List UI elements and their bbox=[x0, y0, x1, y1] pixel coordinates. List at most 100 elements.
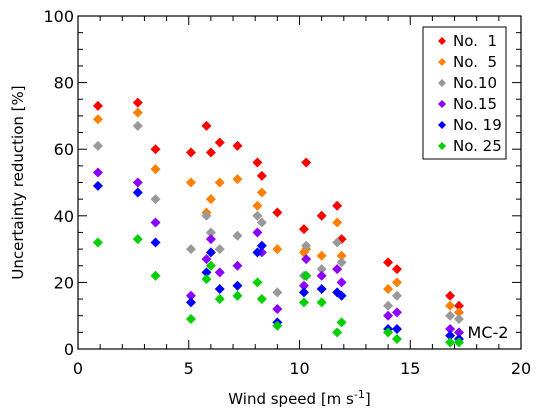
legend-label: No.15 bbox=[453, 95, 497, 113]
data-point-series-2 bbox=[391, 277, 402, 288]
data-point-series-3 bbox=[272, 287, 283, 298]
data-point-series-5 bbox=[298, 287, 309, 298]
data-point-series-1 bbox=[132, 97, 143, 108]
data-point-series-3 bbox=[332, 237, 343, 248]
data-point-series-6 bbox=[256, 294, 267, 305]
x-axis-label: Wind speed [m s-1] bbox=[228, 388, 370, 408]
y-tick-label: 100 bbox=[43, 7, 74, 26]
data-point-series-4 bbox=[201, 254, 212, 265]
data-point-series-1 bbox=[256, 170, 267, 181]
data-point-series-2 bbox=[256, 187, 267, 198]
data-point-series-4 bbox=[391, 307, 402, 318]
data-point-series-2 bbox=[252, 200, 263, 211]
data-point-series-1 bbox=[201, 120, 212, 131]
data-point-series-1 bbox=[332, 200, 343, 211]
y-tick-label: 20 bbox=[54, 273, 74, 292]
data-point-series-3 bbox=[256, 217, 267, 228]
data-point-series-4 bbox=[232, 260, 243, 271]
data-point-series-6 bbox=[383, 327, 394, 338]
x-tick-label: 15 bbox=[400, 359, 420, 378]
data-point-series-2 bbox=[316, 250, 327, 261]
data-point-series-3 bbox=[150, 194, 161, 205]
data-point-series-6 bbox=[185, 314, 196, 325]
data-point-series-6 bbox=[132, 234, 143, 245]
data-point-series-4 bbox=[92, 167, 103, 178]
data-point-series-2 bbox=[332, 217, 343, 228]
data-point-series-6 bbox=[445, 337, 456, 348]
y-tick-label: 60 bbox=[54, 140, 74, 159]
data-point-series-2 bbox=[272, 244, 283, 255]
data-point-series-3 bbox=[232, 230, 243, 241]
data-point-series-6 bbox=[150, 270, 161, 281]
y-axis-label: Uncertainty reduction [%] bbox=[9, 85, 27, 279]
data-point-series-3 bbox=[445, 310, 456, 321]
data-point-series-4 bbox=[150, 217, 161, 228]
data-point-series-1 bbox=[92, 100, 103, 111]
data-point-series-1 bbox=[272, 207, 283, 218]
data-point-series-2 bbox=[185, 177, 196, 188]
data-point-series-3 bbox=[383, 300, 394, 311]
data-point-series-4 bbox=[445, 324, 456, 335]
data-point-series-3 bbox=[316, 264, 327, 275]
data-point-series-5 bbox=[445, 330, 456, 341]
legend-label: No. 25 bbox=[453, 137, 502, 155]
data-point-series-6 bbox=[252, 277, 263, 288]
legend-label: No. 1 bbox=[453, 32, 497, 50]
data-point-series-2 bbox=[445, 300, 456, 311]
data-point-series-1 bbox=[298, 224, 309, 235]
data-point-series-6 bbox=[298, 297, 309, 308]
data-point-series-2 bbox=[214, 177, 225, 188]
data-point-series-6 bbox=[205, 260, 216, 271]
data-point-series-5 bbox=[336, 290, 347, 301]
data-point-series-6 bbox=[272, 320, 283, 331]
legend-marker bbox=[438, 58, 446, 66]
data-point-series-3 bbox=[391, 290, 402, 301]
data-point-series-1 bbox=[391, 264, 402, 275]
data-point-series-5 bbox=[201, 267, 212, 278]
data-point-series-5 bbox=[316, 284, 327, 295]
data-point-series-4 bbox=[332, 264, 343, 275]
data-point-series-4 bbox=[383, 310, 394, 321]
data-point-series-2 bbox=[453, 307, 464, 318]
x-tick-label: 5 bbox=[184, 359, 194, 378]
data-point-series-3 bbox=[132, 120, 143, 131]
legend-label: No. 19 bbox=[453, 116, 502, 134]
data-point-series-4 bbox=[336, 277, 347, 288]
data-point-series-6 bbox=[332, 327, 343, 338]
data-point-series-6 bbox=[201, 274, 212, 285]
data-point-series-6 bbox=[391, 334, 402, 345]
data-point-series-5 bbox=[232, 280, 243, 291]
data-point-series-2 bbox=[132, 107, 143, 118]
data-point-series-2 bbox=[150, 164, 161, 175]
data-point-series-5 bbox=[214, 284, 225, 295]
legend-marker bbox=[438, 100, 446, 108]
data-point-series-5 bbox=[391, 324, 402, 335]
legend: No. 1 No. 5 No.10 No.15 No. 19 No. 25 bbox=[422, 26, 507, 160]
data-point-series-1 bbox=[316, 210, 327, 221]
data-point-series-3 bbox=[301, 240, 312, 251]
data-point-series-3 bbox=[453, 314, 464, 325]
data-point-series-1 bbox=[150, 144, 161, 155]
data-point-series-2 bbox=[383, 284, 394, 295]
data-point-series-3 bbox=[336, 257, 347, 268]
data-point-series-5 bbox=[92, 180, 103, 191]
data-point-series-5 bbox=[205, 247, 216, 258]
x-tick-label: 20 bbox=[511, 359, 531, 378]
data-point-series-6 bbox=[92, 237, 103, 248]
data-point-series-2 bbox=[205, 194, 216, 205]
data-point-series-4 bbox=[298, 280, 309, 291]
annotation-label: MC-2 bbox=[468, 323, 509, 342]
legend-marker bbox=[438, 79, 446, 87]
data-point-series-4 bbox=[205, 234, 216, 245]
legend-label: No.10 bbox=[453, 74, 497, 92]
data-point-series-1 bbox=[453, 300, 464, 311]
data-point-series-6 bbox=[232, 290, 243, 301]
y-tick-label: 80 bbox=[54, 74, 74, 93]
data-point-series-5 bbox=[132, 187, 143, 198]
data-point-series-4 bbox=[316, 270, 327, 281]
data-point-series-4 bbox=[272, 304, 283, 315]
data-points bbox=[92, 97, 464, 348]
legend-marker bbox=[438, 37, 446, 45]
data-point-series-2 bbox=[232, 174, 243, 185]
